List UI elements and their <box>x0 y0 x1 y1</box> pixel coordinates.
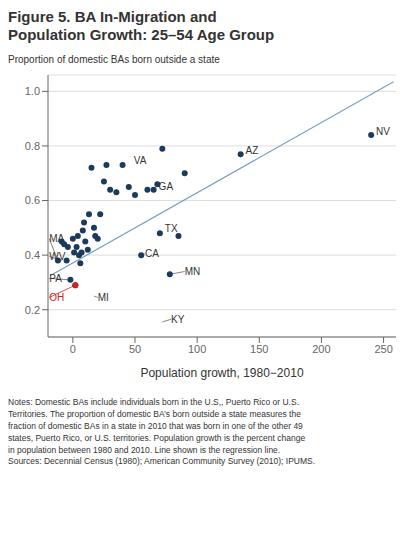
svg-text:OH: OH <box>49 292 64 303</box>
svg-text:Population growth, 1980−2010: Population growth, 1980−2010 <box>140 366 303 380</box>
html-text:Figure 5. BA In-Migration and: Figure 5. BA In-Migration and Population… <box>8 8 275 43</box>
svg-text:0.8: 0.8 <box>25 140 40 152</box>
svg-text:MN: MN <box>185 266 201 277</box>
svg-text:VA: VA <box>134 155 147 166</box>
svg-text:NV: NV <box>376 126 390 137</box>
svg-text:PA: PA <box>49 273 62 284</box>
svg-text:100: 100 <box>188 343 206 355</box>
html-text:Proportion of domestic BAs bor: Proportion of domestic BAs born outside … <box>8 54 220 65</box>
svg-text:KY: KY <box>171 314 185 325</box>
svg-text:CA: CA <box>145 248 159 259</box>
svg-text:TX: TX <box>165 223 178 234</box>
svg-text:150: 150 <box>250 343 268 355</box>
svg-text:MI: MI <box>98 292 109 303</box>
svg-text:0.4: 0.4 <box>25 249 40 261</box>
svg-text:250: 250 <box>374 343 392 355</box>
svg-text:0.6: 0.6 <box>25 194 40 206</box>
svg-text:0.2: 0.2 <box>25 304 40 316</box>
svg-text:MA: MA <box>49 233 64 244</box>
svg-text:AZ: AZ <box>246 145 259 156</box>
svg-text:50: 50 <box>129 343 141 355</box>
svg-text:1.0: 1.0 <box>25 85 40 97</box>
svg-text:200: 200 <box>312 343 330 355</box>
svg-text:GA: GA <box>159 181 174 192</box>
svg-text:0: 0 <box>70 343 76 355</box>
html-text:Notes: Domestic BAs include in: Notes: Domestic BAs include individuals … <box>8 397 316 467</box>
svg-text:WV: WV <box>49 251 65 262</box>
